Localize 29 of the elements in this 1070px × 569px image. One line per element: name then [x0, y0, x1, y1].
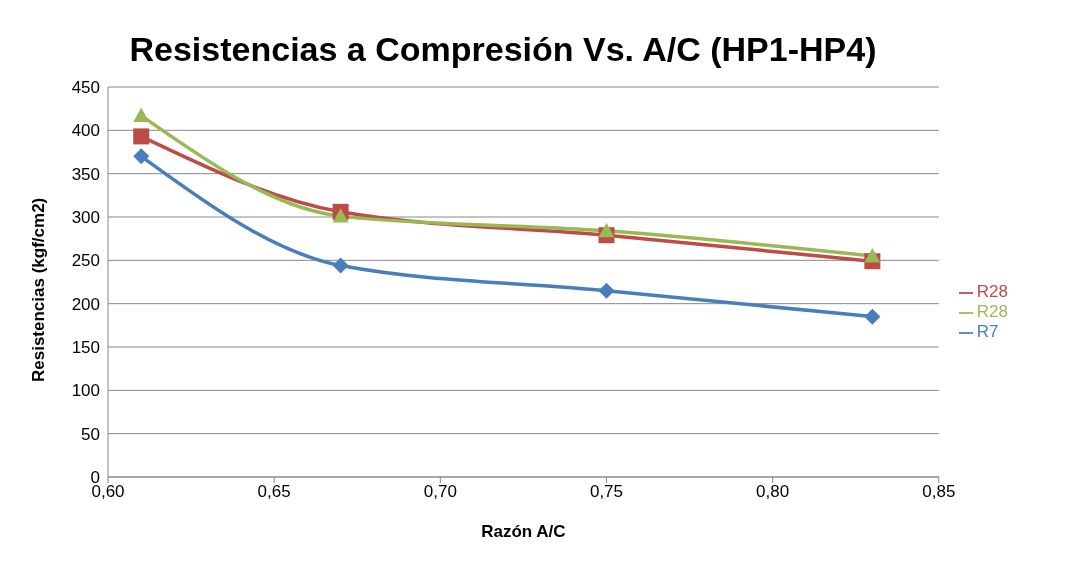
y-tick-label: 150 [71, 338, 100, 358]
point [598, 222, 615, 238]
point [864, 248, 881, 263]
y-tick-label: 350 [71, 164, 100, 184]
x-tick-label: 0,85 [922, 482, 956, 502]
legend-label: R28 [976, 282, 1008, 301]
x-tick-label: 0,80 [756, 482, 790, 502]
y-tick-label: 50 [81, 424, 100, 444]
point [133, 148, 150, 165]
y-tick-label: 100 [71, 381, 100, 401]
point [133, 128, 150, 145]
y-tick-label: 300 [71, 208, 100, 228]
point [598, 282, 615, 299]
x-tick-label: 0,75 [589, 482, 624, 502]
y-tick-label: 200 [71, 294, 100, 314]
point [864, 308, 881, 325]
y-axis-title: Resistencias (kgf/cm2) [29, 197, 49, 382]
x-axis-title: Razón A/C [481, 522, 566, 541]
y-tick-label: 450 [71, 78, 100, 98]
point [332, 257, 349, 274]
y-tick-label: 400 [71, 121, 100, 141]
y-tick-label: 250 [71, 251, 100, 271]
x-tick-label: 0,65 [257, 482, 291, 502]
legend-label: R28 [976, 302, 1008, 321]
chart-title: Resistencias a Compresión Vs. A/C (HP1-HP4) [128, 30, 878, 69]
point [133, 107, 150, 122]
point [332, 208, 349, 223]
legend-label: R7 [976, 322, 999, 341]
x-tick-label: 0,70 [423, 482, 457, 502]
